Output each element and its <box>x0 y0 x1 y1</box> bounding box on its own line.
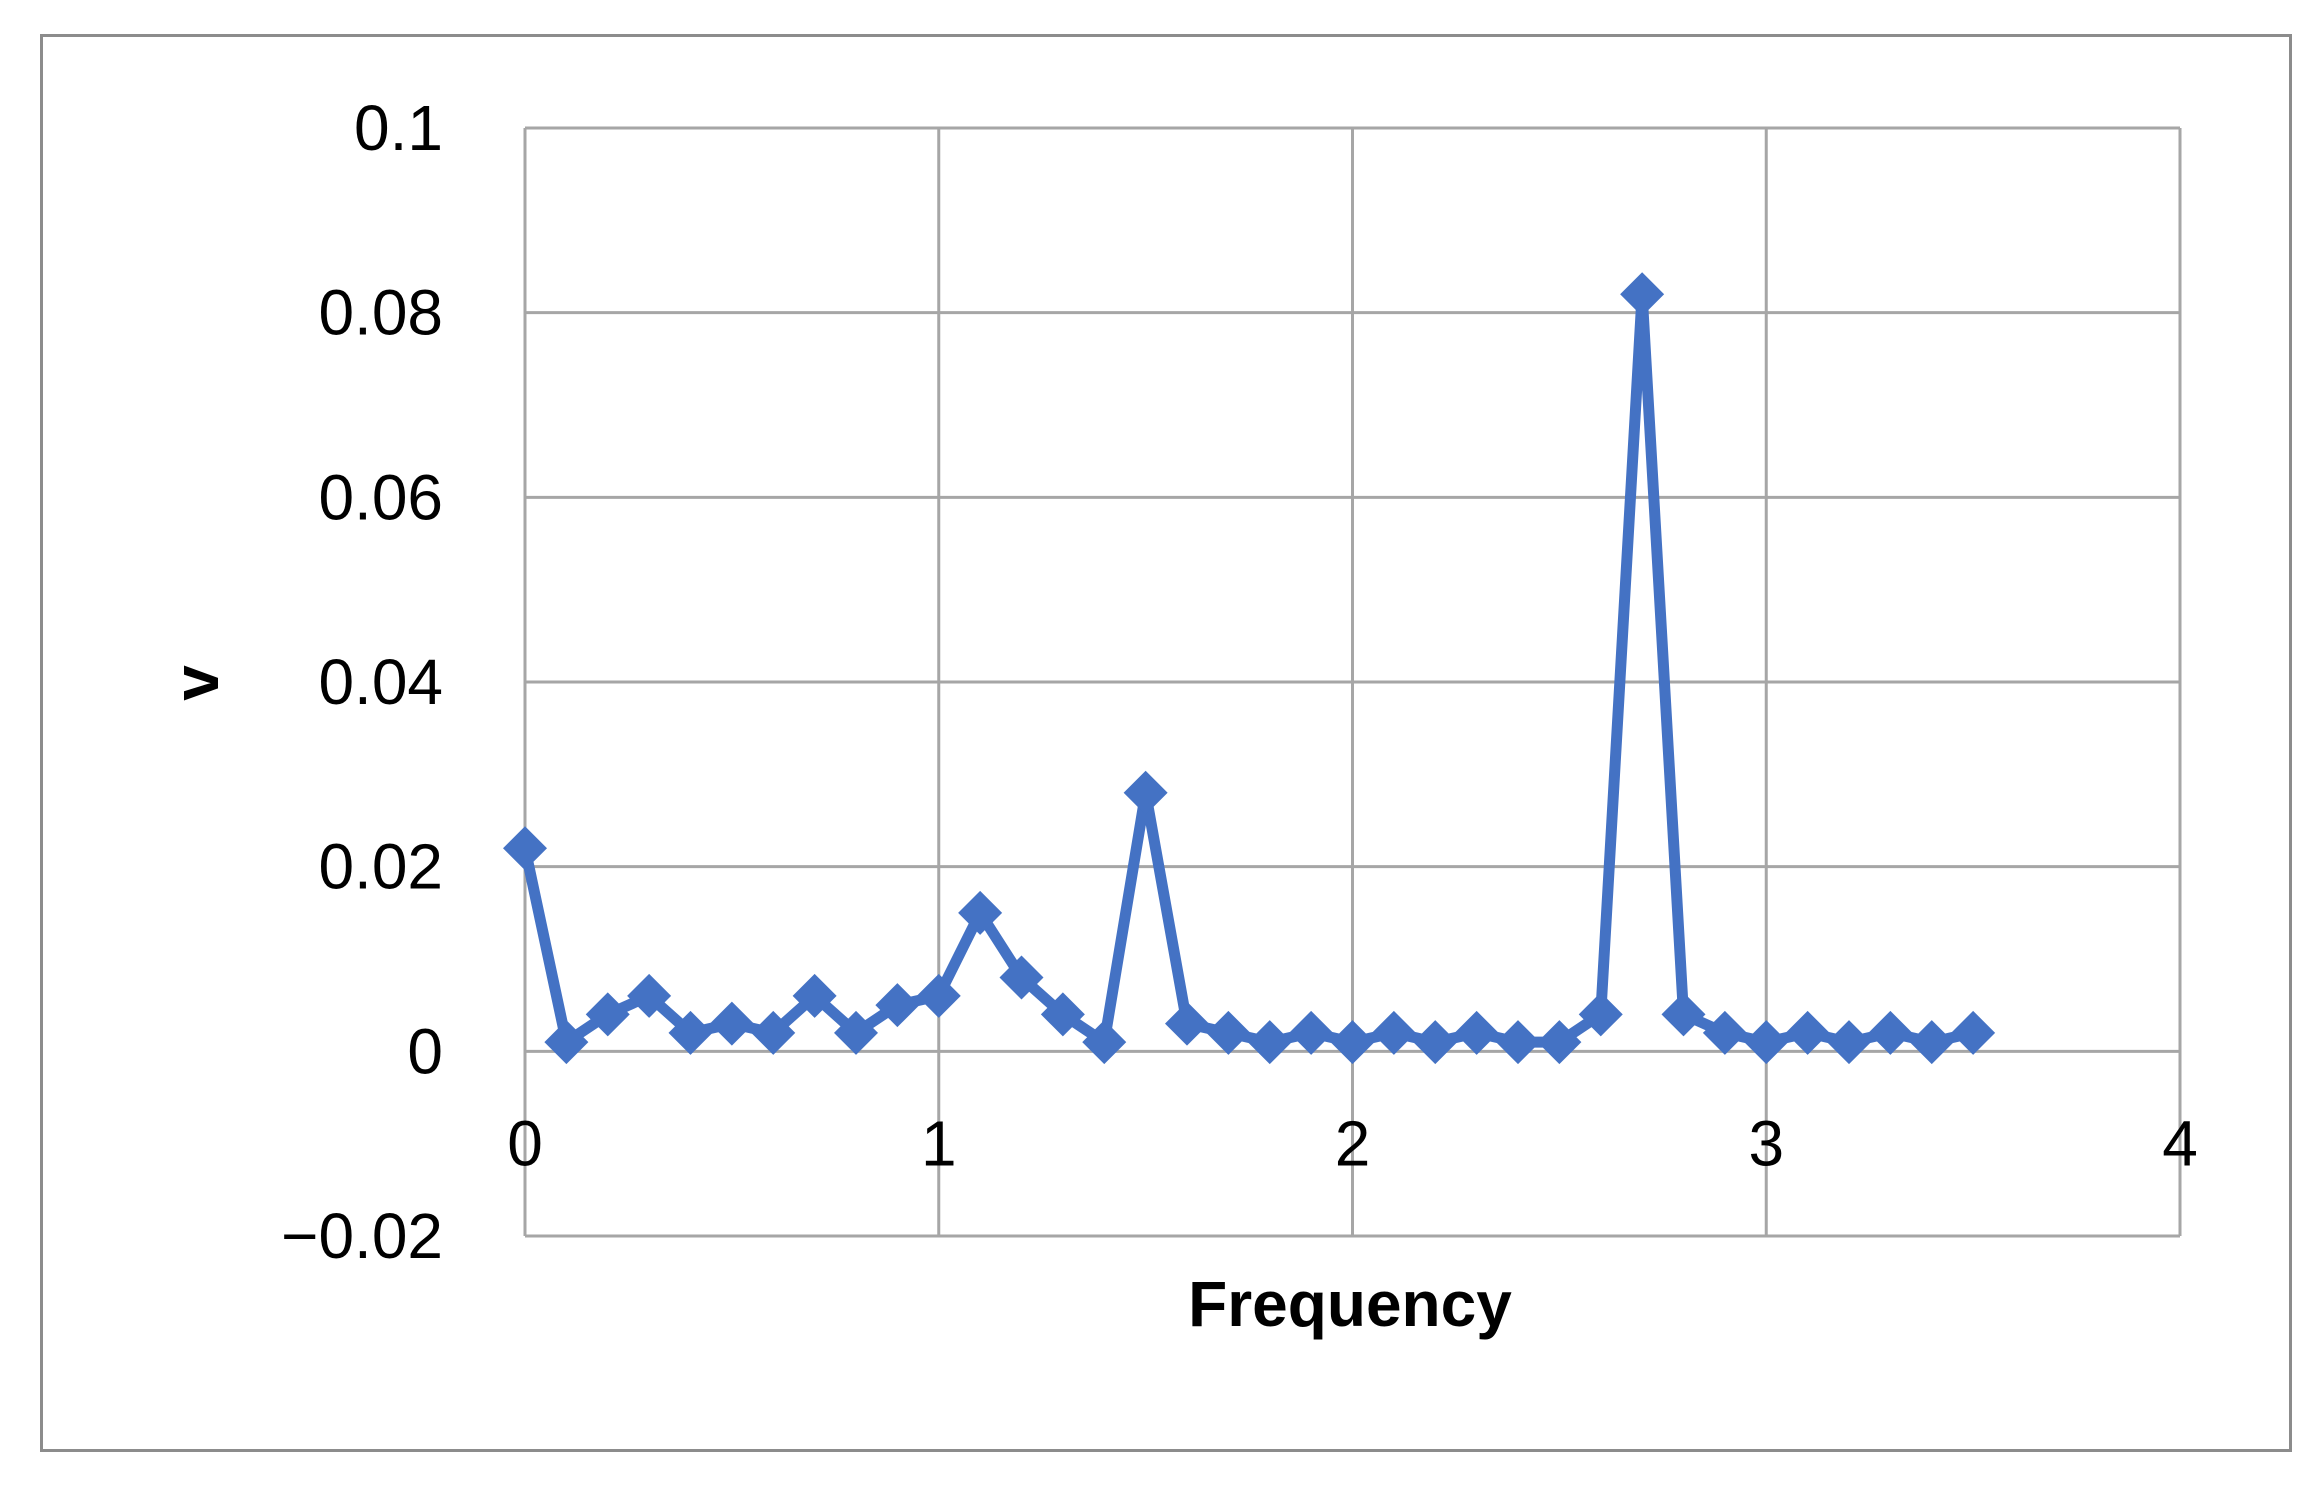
data-point-marker <box>1909 1020 1954 1065</box>
data-point-marker <box>1247 1020 1292 1065</box>
data-point-marker <box>1496 1020 1540 1065</box>
x-tick-label: 4 <box>2162 1107 2198 1179</box>
series-line <box>519 288 1979 1048</box>
data-point-marker <box>834 1010 878 1055</box>
y-tick-label: 0 <box>407 1015 443 1087</box>
series-line-group <box>519 288 1979 1048</box>
y-tick-label: 0.08 <box>318 277 443 349</box>
data-point-marker <box>1165 1001 1209 1046</box>
data-point-marker <box>1082 1020 1127 1065</box>
x-axis-title: Frequency <box>1188 1268 1512 1340</box>
x-tick-label: 0 <box>507 1107 543 1179</box>
data-point-marker <box>1785 1010 1830 1055</box>
data-point-marker <box>999 955 1044 1000</box>
data-point-marker <box>627 973 672 1018</box>
data-point-marker <box>1289 1010 1334 1055</box>
data-point-marker <box>1330 1020 1375 1065</box>
y-tick-labels: 0.1 0.08 0.06 0.04 0.02 0 −0.02 <box>281 92 443 1272</box>
data-point-marker <box>585 992 630 1037</box>
data-point-marker <box>751 1010 796 1055</box>
data-point-marker <box>1123 770 1168 815</box>
data-point-marker <box>1868 1010 1913 1055</box>
data-point-marker <box>958 890 1003 935</box>
x-tick-label: 1 <box>921 1107 957 1179</box>
chart-frame <box>40 34 2292 1452</box>
data-point-marker <box>1206 1010 1251 1055</box>
data-point-marker <box>916 973 961 1018</box>
data-point-marker <box>1827 1020 1871 1065</box>
data-point-marker <box>1371 1010 1416 1055</box>
data-point-marker <box>1744 1020 1789 1065</box>
data-point-marker <box>1661 992 1706 1037</box>
data-point-marker <box>668 1010 713 1055</box>
data-point-marker <box>1702 1010 1747 1055</box>
y-axis-title: v <box>160 665 232 701</box>
y-tick-label: 0.04 <box>318 646 443 718</box>
data-point-marker <box>544 1020 589 1065</box>
data-point-marker <box>1620 272 1665 317</box>
y-tick-label: 0.06 <box>318 461 443 533</box>
data-point-marker <box>1040 992 1085 1037</box>
y-tick-label: 0.1 <box>354 92 443 164</box>
x-tick-labels: 0 1 2 3 4 <box>507 1107 2198 1179</box>
data-point-marker <box>1454 1010 1499 1055</box>
data-point-marker <box>503 826 547 871</box>
x-tick-label: 2 <box>1335 1107 1371 1179</box>
data-point-marker <box>1578 992 1623 1037</box>
data-point-marker <box>1951 1010 1996 1055</box>
data-markers <box>503 272 1996 1065</box>
y-tick-label: −0.02 <box>281 1200 443 1272</box>
gridlines <box>523 126 2182 1238</box>
data-point-marker <box>709 1001 754 1046</box>
y-tick-label: 0.02 <box>318 831 443 903</box>
data-point-marker <box>1413 1020 1458 1065</box>
data-point-marker <box>792 973 837 1018</box>
data-point-marker <box>875 983 920 1028</box>
data-point-marker <box>1537 1020 1582 1065</box>
x-tick-label: 3 <box>1748 1107 1784 1179</box>
